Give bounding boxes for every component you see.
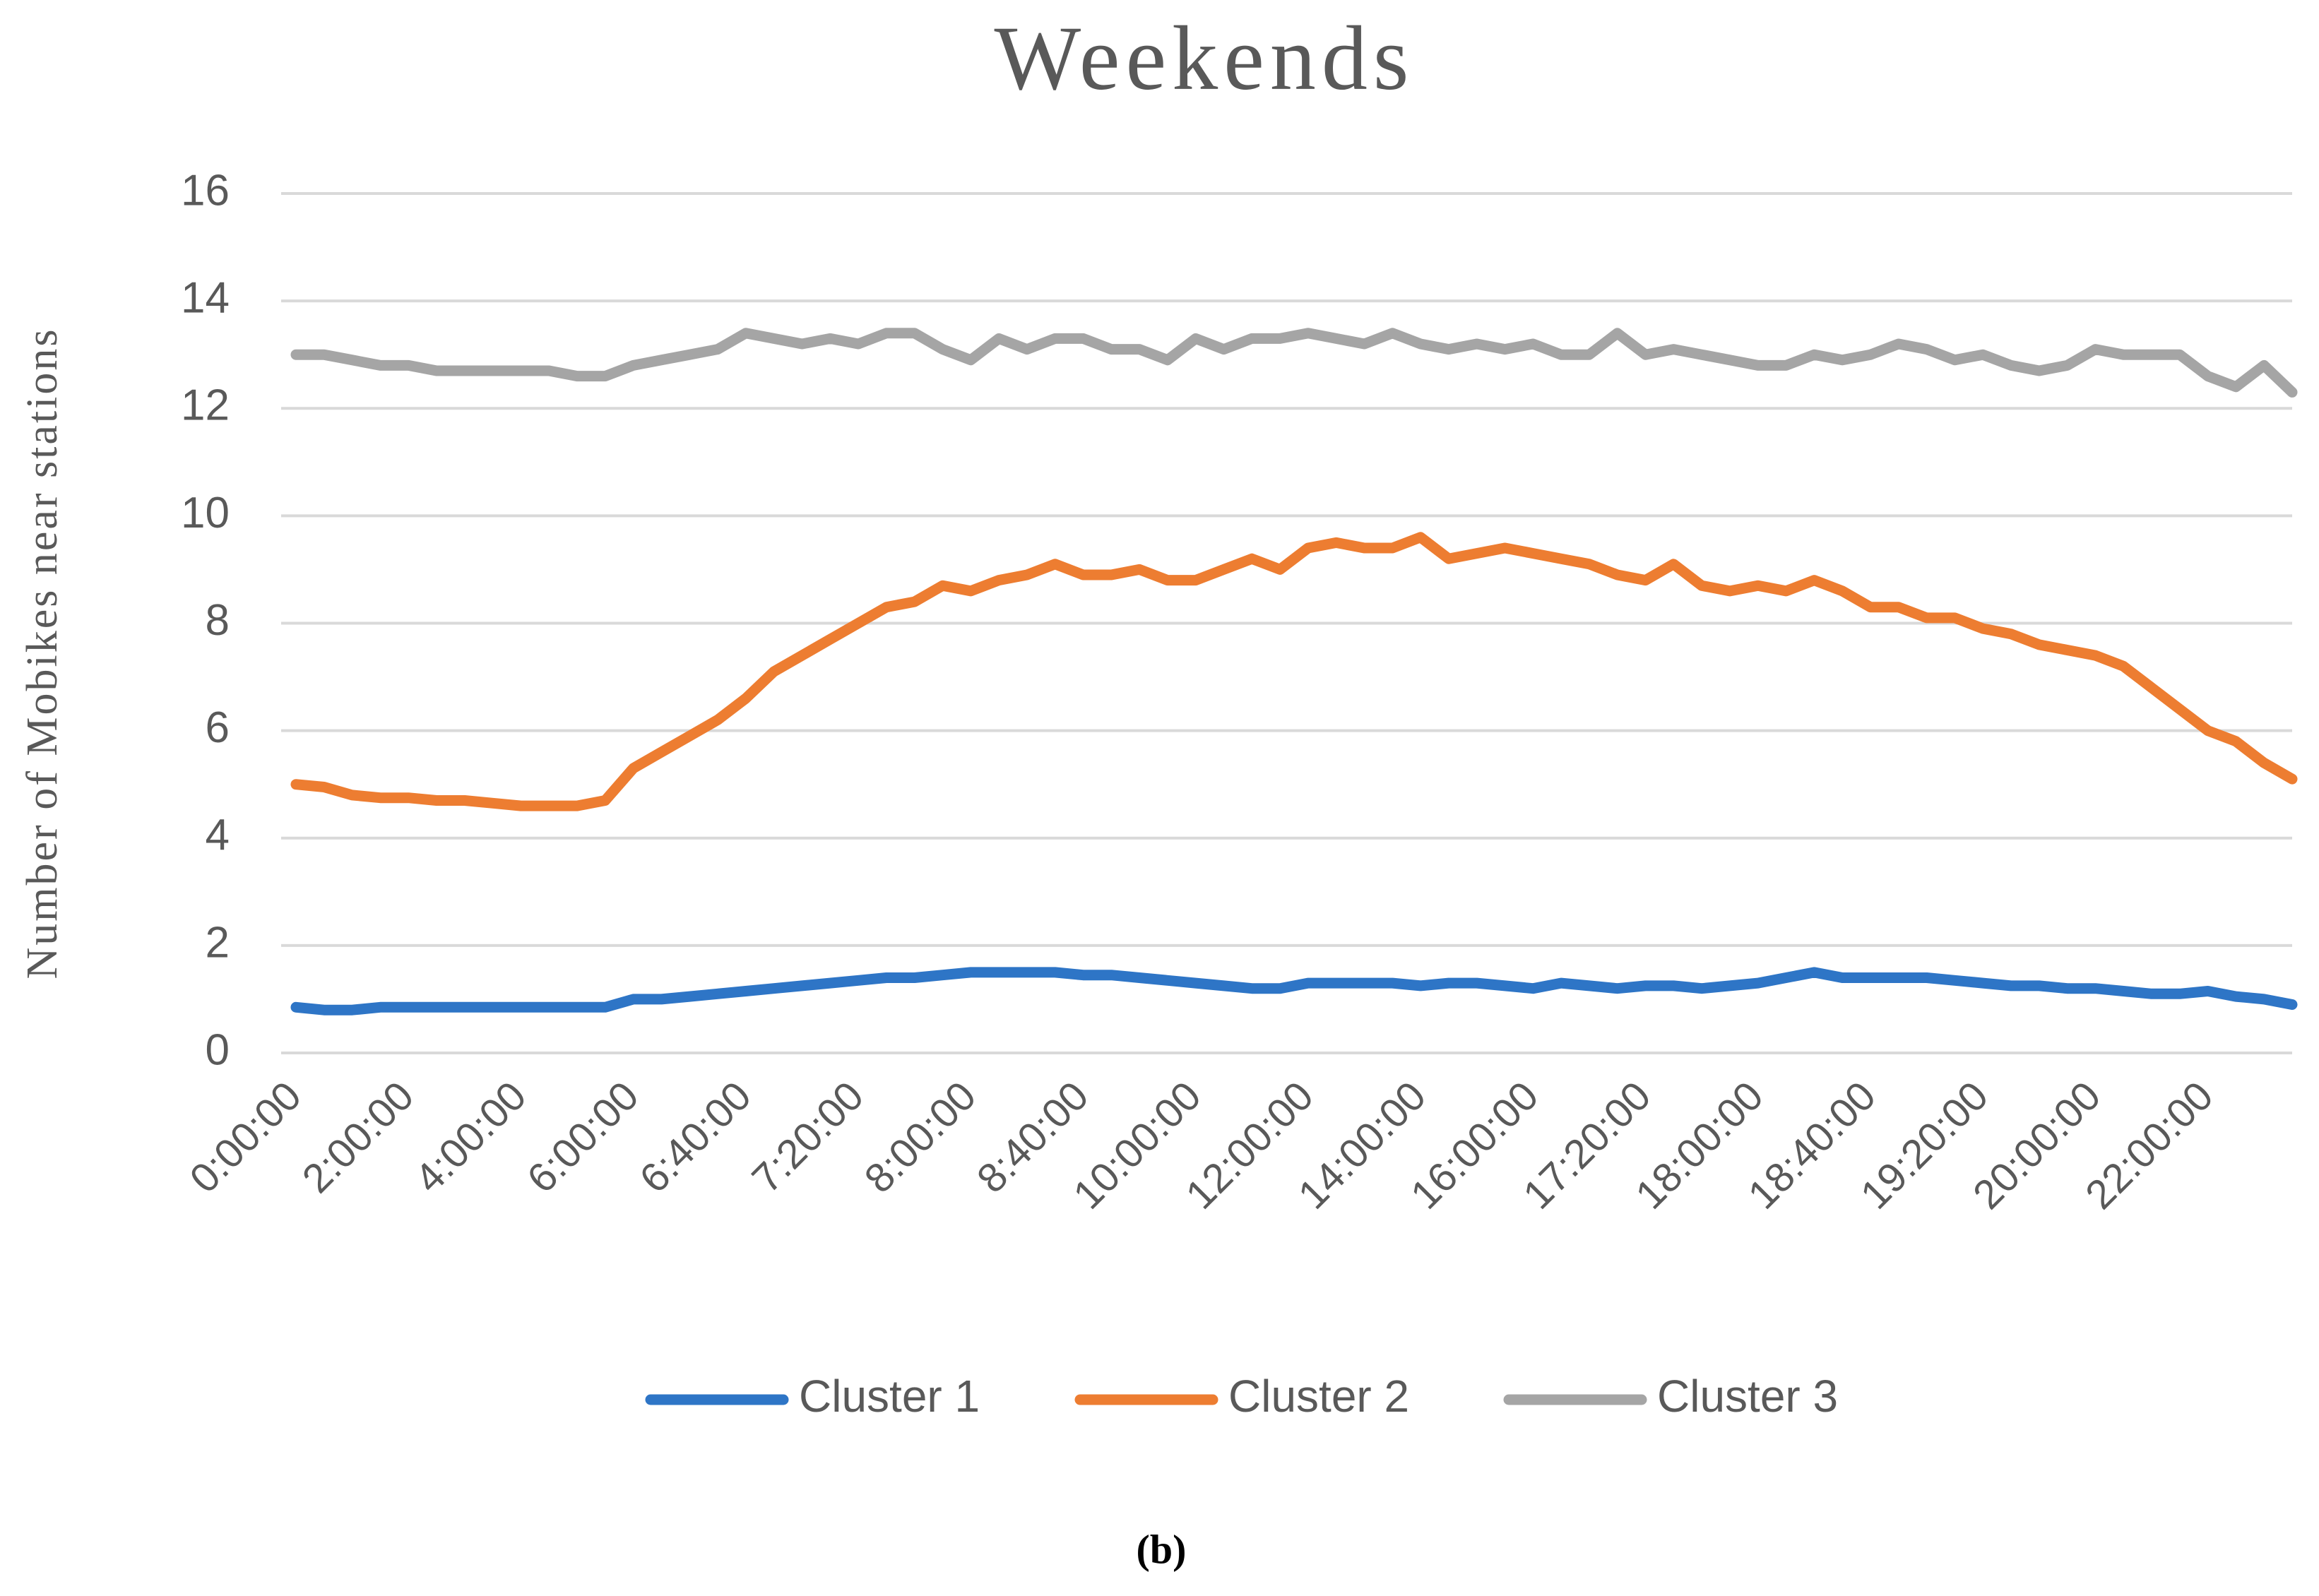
caption: (b) [1137, 1526, 1187, 1572]
y-tick-label: 2 [206, 918, 230, 967]
legend-label: Cluster 3 [1657, 1371, 1838, 1422]
y-tick-label: 6 [206, 703, 230, 752]
y-tick-label: 12 [181, 381, 230, 430]
chart-title: Weekends [995, 8, 1415, 109]
x-tick-label: 8:00:00 [856, 1073, 985, 1202]
x-tick-label: 4:00:00 [406, 1073, 535, 1202]
x-tick-label: 0:00:00 [181, 1073, 310, 1202]
y-tick-label: 10 [181, 489, 230, 537]
y-tick-label: 0 [206, 1025, 230, 1074]
y-tick-label: 16 [181, 166, 230, 215]
y-tick-label: 4 [206, 811, 230, 859]
x-tick-label: 6:40:00 [631, 1073, 760, 1202]
x-tick-label: 6:00:00 [518, 1073, 648, 1202]
series-line [290, 532, 2298, 811]
y-axis-title: Number of Mobikes near stations [18, 328, 66, 979]
x-tick-label: 2:00:00 [293, 1073, 422, 1202]
y-tick-label: 8 [206, 596, 230, 645]
legend-label: Cluster 1 [799, 1371, 980, 1422]
legend-label: Cluster 2 [1228, 1371, 1409, 1422]
y-tick-label: 14 [181, 274, 230, 323]
series-line [290, 967, 2298, 1016]
x-tick-label: 7:20:00 [743, 1073, 872, 1202]
series-line [290, 328, 2298, 398]
